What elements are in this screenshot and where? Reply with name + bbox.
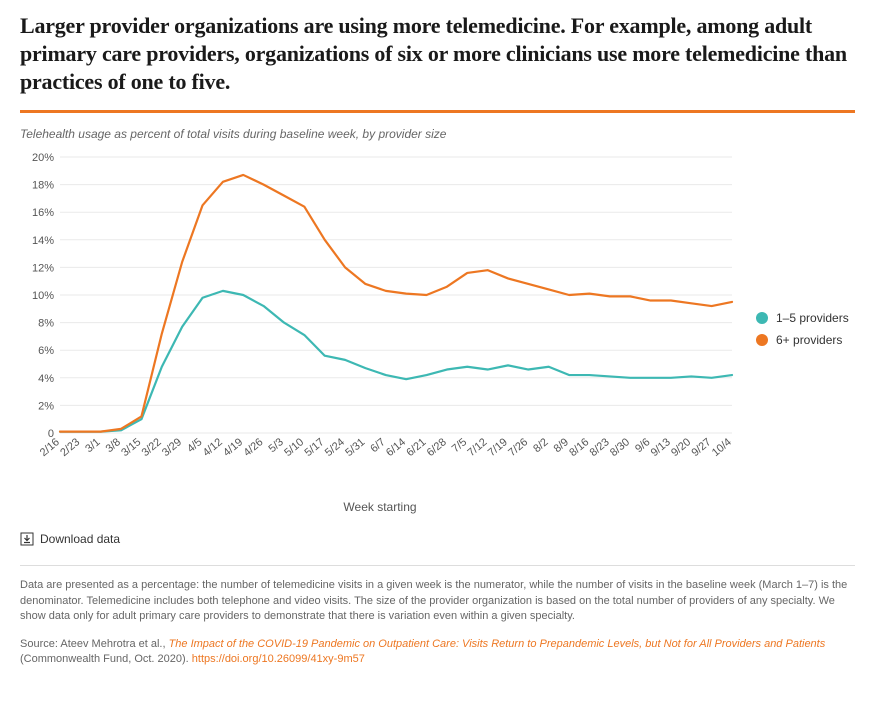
chart-row: 02%4%6%8%10%12%14%16%18%20%2/162/233/13/… <box>20 151 855 514</box>
svg-text:7/19: 7/19 <box>486 437 510 460</box>
svg-text:14%: 14% <box>32 235 54 247</box>
svg-text:20%: 20% <box>32 152 54 164</box>
svg-text:6%: 6% <box>38 346 54 358</box>
svg-text:9/20: 9/20 <box>669 437 693 460</box>
svg-text:4%: 4% <box>38 373 54 385</box>
svg-text:5/24: 5/24 <box>323 437 347 460</box>
svg-text:2/23: 2/23 <box>58 437 82 460</box>
svg-text:8/16: 8/16 <box>567 437 591 460</box>
svg-text:4/19: 4/19 <box>221 437 245 460</box>
svg-text:8/23: 8/23 <box>588 437 612 460</box>
svg-text:5/31: 5/31 <box>343 437 367 460</box>
xaxis-title: Week starting <box>20 500 740 514</box>
svg-text:6/21: 6/21 <box>404 437 428 460</box>
svg-text:10%: 10% <box>32 290 54 302</box>
chart-area: 02%4%6%8%10%12%14%16%18%20%2/162/233/13/… <box>20 151 740 514</box>
source-prefix: Source: Ateev Mehrotra et al., <box>20 638 169 650</box>
svg-text:7/12: 7/12 <box>465 437 489 460</box>
download-data-button[interactable]: Download data <box>20 532 120 546</box>
legend-label: 1–5 providers <box>776 311 849 325</box>
svg-text:8%: 8% <box>38 318 54 330</box>
footnote: Data are presented as a percentage: the … <box>20 578 855 624</box>
svg-text:3/22: 3/22 <box>140 437 164 460</box>
svg-text:16%: 16% <box>32 208 54 220</box>
svg-text:5/10: 5/10 <box>282 437 306 460</box>
svg-text:3/15: 3/15 <box>119 437 143 460</box>
footer-separator <box>20 565 855 566</box>
legend-item: 1–5 providers <box>756 311 849 325</box>
source-line: Source: Ateev Mehrotra et al., The Impac… <box>20 637 855 668</box>
svg-text:10/4: 10/4 <box>710 437 734 460</box>
svg-text:6/14: 6/14 <box>384 437 408 460</box>
legend-label: 6+ providers <box>776 333 842 347</box>
svg-text:8/30: 8/30 <box>608 437 632 460</box>
source-title-link[interactable]: The Impact of the COVID-19 Pandemic on O… <box>169 638 826 650</box>
svg-text:4/12: 4/12 <box>201 437 225 460</box>
svg-text:6/28: 6/28 <box>425 437 449 460</box>
svg-text:5/17: 5/17 <box>303 437 327 460</box>
svg-text:9/27: 9/27 <box>689 437 713 460</box>
line-chart-svg: 02%4%6%8%10%12%14%16%18%20%2/162/233/13/… <box>20 151 740 491</box>
svg-text:7/26: 7/26 <box>506 437 530 460</box>
svg-text:9/13: 9/13 <box>649 437 673 460</box>
legend-item: 6+ providers <box>756 333 849 347</box>
doi-link[interactable]: https://doi.org/10.26099/41xy-9m57 <box>192 653 365 665</box>
chart-title-wrap: Larger provider organizations are using … <box>20 12 855 96</box>
download-label: Download data <box>40 532 120 546</box>
svg-text:3/29: 3/29 <box>160 437 184 460</box>
svg-text:3/1: 3/1 <box>83 437 102 456</box>
legend-dot <box>756 334 768 346</box>
svg-text:4/26: 4/26 <box>241 437 265 460</box>
svg-text:8/2: 8/2 <box>531 437 550 456</box>
legend-dot <box>756 312 768 324</box>
svg-text:12%: 12% <box>32 263 54 275</box>
svg-text:2%: 2% <box>38 401 54 413</box>
legend: 1–5 providers 6+ providers <box>740 151 849 514</box>
chart-title: Larger provider organizations are using … <box>20 12 855 96</box>
source-suffix: (Commonwealth Fund, Oct. 2020). <box>20 653 192 665</box>
chart-subtitle: Telehealth usage as percent of total vis… <box>20 127 855 141</box>
svg-text:2/16: 2/16 <box>38 437 62 460</box>
download-icon <box>20 532 34 546</box>
svg-text:18%: 18% <box>32 180 54 192</box>
accent-rule <box>20 110 855 113</box>
